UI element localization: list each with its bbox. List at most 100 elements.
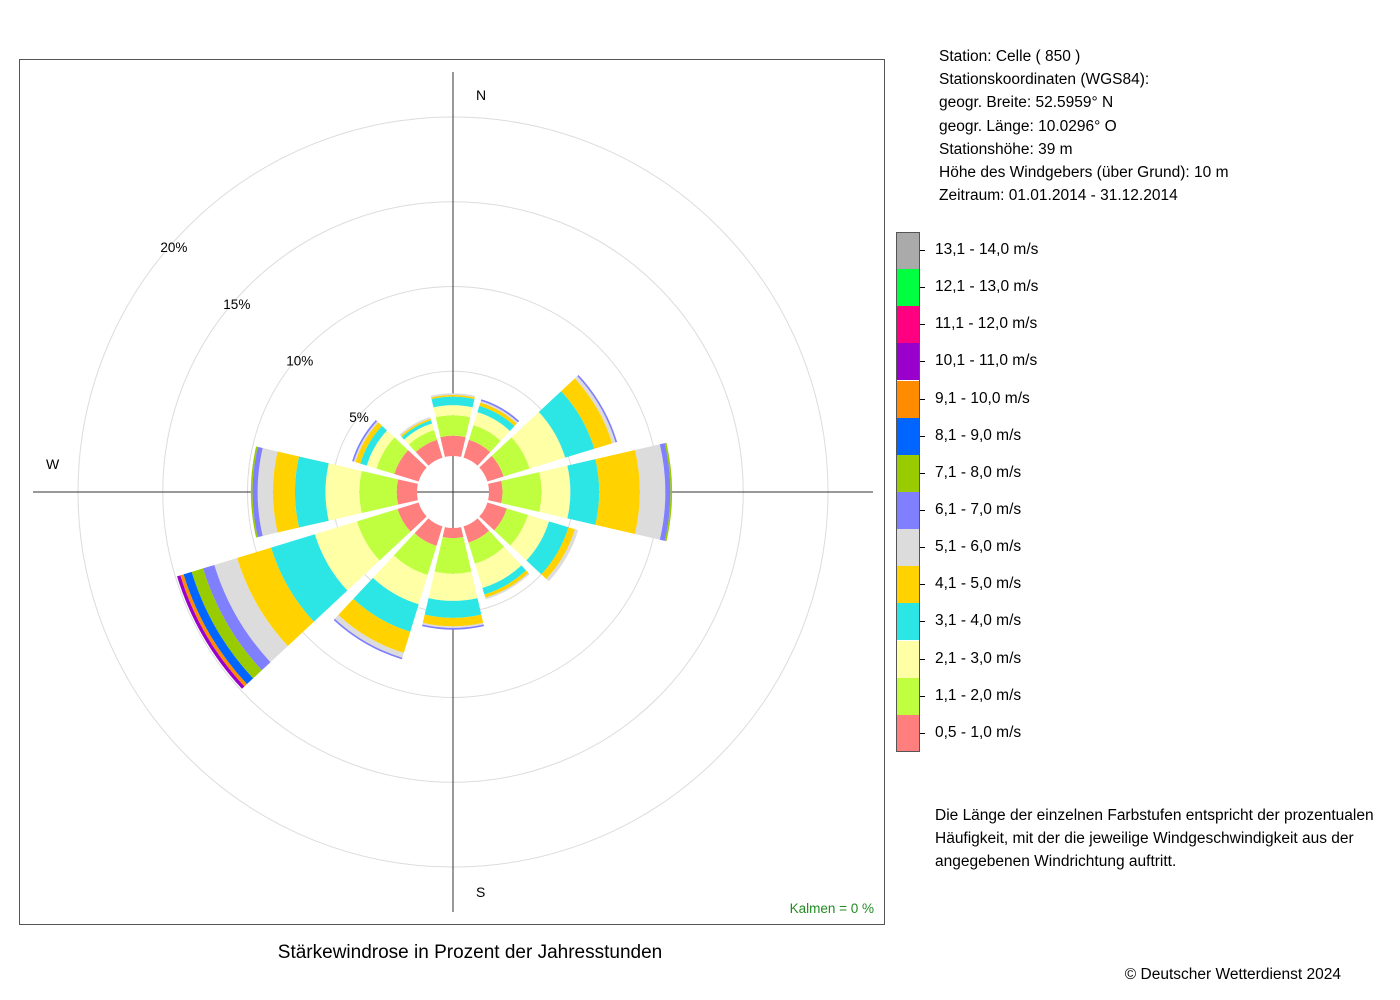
legend-label: 13,1 - 14,0 m/s xyxy=(935,241,1039,258)
wind-segment xyxy=(404,423,435,445)
legend-swatch xyxy=(896,491,920,529)
sector-60 xyxy=(479,374,618,482)
wind-segment xyxy=(424,598,482,618)
wind-segment xyxy=(397,502,427,532)
sector-300 xyxy=(352,420,427,482)
legend-tick xyxy=(920,361,925,363)
legend-tick xyxy=(920,287,925,289)
wind-segment xyxy=(338,598,411,653)
wind-segment xyxy=(501,472,542,512)
wind-segment xyxy=(428,571,478,601)
wind-segment xyxy=(664,442,673,542)
sector-240 xyxy=(177,502,427,689)
radial-tick-label: 5% xyxy=(349,410,369,425)
wind-segment xyxy=(440,435,466,457)
legend-tick xyxy=(920,324,925,326)
legend-swatch xyxy=(896,603,920,641)
wind-rose-svg: N S W Kalmen = 0 % 5% 10% 15% 20% xyxy=(19,59,885,925)
legend-tick xyxy=(920,695,925,697)
legend-item: 3,1 - 4,0 m/s xyxy=(896,603,1196,641)
legend-item: 13,1 - 14,0 m/s xyxy=(896,232,1196,269)
wind-sectors xyxy=(177,374,673,689)
wind-segment xyxy=(366,430,395,469)
legend-item: 0,5 - 1,0 m/s xyxy=(896,714,1196,752)
wind-rose-chart: N S W Kalmen = 0 % 5% 10% 15% 20% xyxy=(19,59,885,925)
legend-label: 8,1 - 9,0 m/s xyxy=(935,426,1022,444)
wind-segment xyxy=(479,455,504,482)
wind-segment xyxy=(422,614,484,627)
wind-segment xyxy=(237,547,314,647)
wind-segment xyxy=(408,430,438,453)
legend-swatch xyxy=(896,343,920,381)
wind-segment xyxy=(356,508,411,561)
sector-0 xyxy=(430,393,476,457)
longitude: geogr. Länge: 10.0296° O xyxy=(939,117,1117,135)
legend-swatch xyxy=(896,380,920,418)
wind-segment xyxy=(272,451,300,533)
legend-tick xyxy=(920,584,925,586)
direction-label-north: N xyxy=(476,87,486,103)
legend-item: 9,1 - 10,0 m/s xyxy=(896,380,1196,418)
wind-segment xyxy=(494,508,528,546)
legend-tick xyxy=(920,732,925,734)
legend-tick xyxy=(920,435,925,437)
wind-segment xyxy=(400,418,432,438)
legend-swatch xyxy=(896,566,920,604)
legend-label: 4,1 - 5,0 m/s xyxy=(935,575,1022,593)
wind-segment xyxy=(394,450,427,482)
wind-segment xyxy=(252,446,263,538)
wind-segment xyxy=(314,521,380,591)
wind-segment xyxy=(352,420,378,462)
legend-tick xyxy=(920,472,925,474)
legend-tick xyxy=(920,621,925,623)
legend-item: 8,1 - 9,0 m/s xyxy=(896,417,1196,455)
sector-120 xyxy=(479,502,579,582)
wind-segment xyxy=(257,448,278,536)
legend-label: 2,1 - 3,0 m/s xyxy=(935,649,1022,667)
wind-segment xyxy=(659,443,671,541)
coords-title: Stationskoordinaten (WGS84): xyxy=(939,71,1150,89)
wind-segment xyxy=(214,558,288,663)
legend-item: 2,1 - 3,0 m/s xyxy=(896,640,1196,678)
wind-segment xyxy=(480,400,519,424)
sector-30 xyxy=(463,399,520,466)
legend-item: 11,1 - 12,0 m/s xyxy=(896,306,1196,344)
wind-segment xyxy=(463,518,490,543)
legend-item: 5,1 - 6,0 m/s xyxy=(896,529,1196,567)
wind-segment xyxy=(480,399,520,423)
radial-tick-label: 20% xyxy=(160,240,187,255)
wind-segment xyxy=(353,577,419,632)
explanation-note: Die Länge der einzelnen Farbstufen entsp… xyxy=(935,807,1374,870)
copyright-notice: © Deutscher Wetterdienst 2024 xyxy=(1124,966,1341,983)
radial-tick-label: 15% xyxy=(223,297,250,312)
legend-swatch xyxy=(896,640,920,678)
wind-segment xyxy=(396,479,418,505)
wind-segment xyxy=(491,437,530,477)
wind-segment xyxy=(355,422,383,464)
wind-segment xyxy=(574,376,616,444)
wind-segment xyxy=(595,449,640,535)
wind-segment xyxy=(468,425,501,453)
legend-item: 6,1 - 7,0 m/s xyxy=(896,491,1196,529)
station-name: Station: Celle ( 850 ) xyxy=(939,48,1081,65)
legend-label: 5,1 - 6,0 m/s xyxy=(935,538,1022,556)
latitude: geogr. Breite: 52.5959° N xyxy=(939,94,1114,112)
wind-segment xyxy=(177,575,245,689)
wind-segment xyxy=(376,437,409,475)
wind-segment xyxy=(442,527,464,539)
calm-label: Kalmen = 0 % xyxy=(790,901,874,916)
wind-segment xyxy=(477,405,515,431)
wind-segment xyxy=(474,546,522,589)
wind-segment xyxy=(539,465,571,519)
anemometer-height: Höhe des Windgebers (über Grund): 10 m xyxy=(939,164,1229,182)
wind-segment xyxy=(202,564,271,671)
legend-swatch xyxy=(896,417,920,455)
direction-label-west: W xyxy=(46,456,60,472)
wind-segment xyxy=(473,412,510,441)
wind-segment xyxy=(541,527,575,579)
speed-legend: 13,1 - 14,0 m/s 12,1 - 13,0 m/s 11,1 - 12,… xyxy=(896,232,1196,752)
legend-label: 9,1 - 10,0 m/s xyxy=(935,389,1030,407)
wind-segment xyxy=(484,570,529,598)
wind-segment xyxy=(415,439,443,466)
wind-segment xyxy=(372,555,428,605)
